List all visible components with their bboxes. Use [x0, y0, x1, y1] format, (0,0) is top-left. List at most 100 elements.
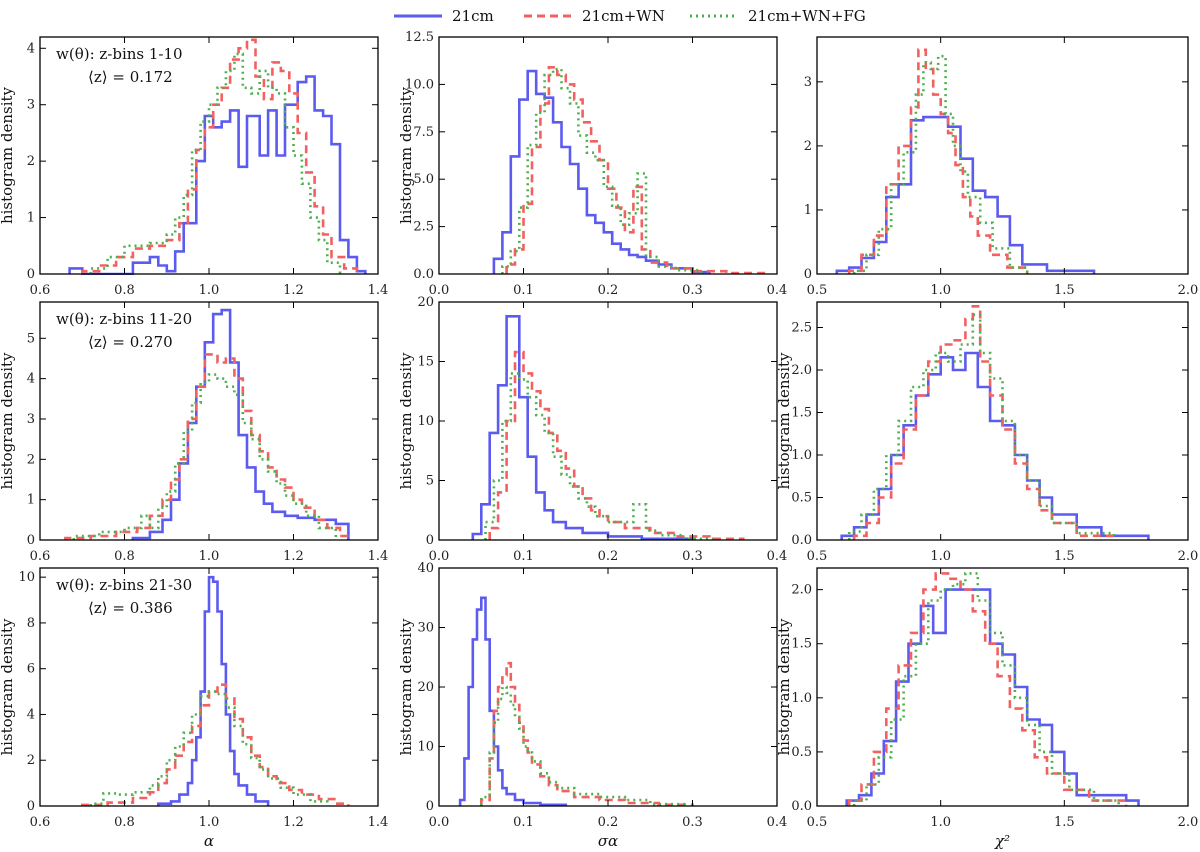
panel-r0c1-xtick-label-4: 0.4 [767, 283, 788, 298]
panel-r2c2-ytick-label-0: 0.0 [791, 799, 812, 814]
panel-r0c1: 0.0 0.1 0.2 0.3 0.4 0.0 2.5 5.0 7.5 10.0 12.5 histo… [397, 30, 787, 298]
panel-r0c1-xtick-label-3: 0.3 [682, 283, 703, 298]
panel-r1c1-series-group [471, 314, 745, 541]
panel-r1c0-series-group [64, 308, 350, 540]
panel-r1c1-series-21cm-wn [488, 350, 745, 541]
panel-r0c2-series-21cm-wn [847, 48, 1029, 274]
panel-r0c1-ytick-label-0: 0.0 [413, 267, 434, 282]
panel-r0c0-series-21cm [68, 75, 367, 275]
panel-r0c2-series-21cm-wn-fg [852, 54, 1029, 274]
panel-r2c2-xtick-label-2: 1.5 [1054, 815, 1075, 830]
panel-r0c0-ytick-label-2: 2 [27, 154, 35, 169]
panel-r2c1-ytick-label-2: 20 [417, 680, 434, 695]
panel-r2c0-series-21cm-wn [81, 683, 350, 807]
panel-r0c1-xtick-label-0: 0.0 [429, 283, 450, 298]
panel-r2c0-ytick-label-1: 2 [27, 753, 35, 768]
legend: 21cm 21cm+WN 21cm+WN+FG [394, 7, 866, 25]
panel-r1c2-xtick-label-1: 1.0 [930, 549, 951, 564]
panel-r1c1-ytick-label-2: 10 [417, 414, 434, 429]
panel-r1c0-ylabel: histogram density [0, 352, 16, 490]
panel-r2c2-ylabel: histogram density [775, 618, 793, 756]
panel-r1c0-ytick-label-1: 1 [27, 493, 35, 508]
panel-r2c0-series-group [81, 575, 350, 807]
panel-r1c0-ytick-label-2: 2 [27, 452, 35, 467]
panel-r1c0-annotation-line-2: ⟨z⟩ = 0.270 [88, 333, 173, 351]
panel-r0c0-series-21cm-wn-fg [89, 52, 342, 274]
panel-r1c1-xtick-label-1: 0.1 [513, 549, 534, 564]
panel-r1c2-ylabel: histogram density [775, 352, 793, 490]
panel-r0c2: 0.5 1.0 1.5 2.0 0 1 2 3 [804, 36, 1198, 298]
panel-r2c0-annotation-line-1: w(θ): z-bins 21-30 [56, 576, 192, 594]
panel-r2c2-ytick-label-2: 1.0 [791, 691, 812, 706]
panel-r0c2-xtick-label-1: 1.0 [930, 283, 951, 298]
panel-r2c0-ytick-label-4: 8 [27, 616, 35, 631]
panel-r0c1-ytick-label-2: 5.0 [413, 172, 434, 187]
panel-r0c1-frame [438, 36, 778, 275]
panel-r0c2-ytick-label-0: 0 [804, 267, 812, 282]
panel-r1c2-ytick-label-3: 1.5 [791, 406, 812, 421]
panel-r0c2-ytick-label-3: 3 [804, 75, 812, 90]
panel-r0c0-xtick-label-4: 1.4 [368, 283, 389, 298]
panel-r2c2-series-21cm-wn [847, 572, 1128, 806]
panel-r2c0-ylabel: histogram density [0, 618, 16, 756]
panel-r2c0-series-21cm [157, 575, 270, 806]
panel-r0c0-xtick-label-1: 0.8 [114, 283, 135, 298]
panel-r1c0-ytick-label-5: 5 [27, 331, 35, 346]
panel-r2c1-xlabel: σα [598, 832, 618, 850]
panel-r1c1-ytick-label-4: 20 [417, 295, 434, 310]
panel-r2c2-ytick-label-1: 0.5 [791, 745, 812, 760]
panel-r2c1-ytick-label-4: 40 [417, 561, 434, 576]
legend-label-21cm: 21cm [452, 7, 494, 25]
panel-r0c0-ytick-label-4: 4 [27, 41, 35, 56]
panel-r1c0-ytick-label-4: 4 [27, 372, 35, 387]
panel-r2c0-ytick-label-2: 4 [27, 707, 35, 722]
panel-r2c2-xtick-label-1: 1.0 [930, 815, 951, 830]
panel-r2c2-xlabel: χ² [994, 832, 1010, 850]
panel-r0c1-ylabel: histogram density [397, 86, 415, 224]
panel-r2c2-ytick-label-3: 1.5 [791, 637, 812, 652]
panel-r2c0-xtick-label-0: 0.6 [30, 815, 51, 830]
panel-r0c2-frame [816, 36, 1189, 275]
panel-r2c0-ytick-label-5: 10 [18, 570, 35, 585]
panel-r0c0-ytick-label-0: 0 [27, 267, 35, 282]
panel-r2c1-xtick-label-2: 0.2 [598, 815, 619, 830]
panel-r2c0: 0.6 0.8 1.0 1.2 1.4 0 2 4 6 8 10 histogram density α… [0, 567, 388, 850]
panel-r1c0-xtick-label-2: 1.0 [199, 549, 220, 564]
panel-r1c0-series-21cm [131, 308, 350, 540]
panel-r2c2-xtick-label-0: 0.5 [807, 815, 828, 830]
panel-r1c1-series-21cm [471, 314, 694, 541]
panel-r0c1-xtick-label-1: 0.1 [513, 283, 534, 298]
panel-r0c1-series-21cm-wn [505, 66, 770, 275]
panel-r1c2-series-21cm-wn [852, 304, 1116, 540]
panel-r2c1-xtick-label-0: 0.0 [429, 815, 450, 830]
panel-r2c0-series-21cm-wn-fg [89, 690, 329, 806]
panel-r2c1-ylabel: histogram density [397, 618, 415, 756]
panel-r2c1-xtick-label-1: 0.1 [513, 815, 534, 830]
panel-r1c1-xtick-label-3: 0.3 [682, 549, 703, 564]
panel-r1c2-series-21cm [840, 351, 1150, 540]
panel-r0c0-xtick-label-0: 0.6 [30, 283, 51, 298]
panel-r0c1-series-21cm [492, 69, 711, 274]
panel-r1c0-xtick-label-0: 0.6 [30, 549, 51, 564]
panel-r1c0-xtick-label-1: 0.8 [114, 549, 135, 564]
panel-r1c2-series-21cm-wn-fg [847, 313, 1116, 540]
panel-r0c0-ytick-label-3: 3 [27, 98, 35, 113]
panel-r1c0-ytick-label-0: 0 [27, 533, 35, 548]
panel-r0c0-ylabel: histogram density [0, 86, 16, 224]
panel-r0c1-ytick-label-4: 10.0 [405, 77, 434, 92]
panel-r0c2-xtick-label-0: 0.5 [807, 283, 828, 298]
panel-r1c1-xtick-label-2: 0.2 [598, 549, 619, 564]
panel-r1c1-ylabel: histogram density [397, 352, 415, 490]
panel-r1c2-ytick-label-4: 2.0 [791, 363, 812, 378]
panel-r2c1-ytick-label-0: 0 [426, 799, 434, 814]
panel-r2c1-xtick-label-4: 0.4 [767, 815, 788, 830]
panel-r2c2-series-21cm [845, 588, 1140, 806]
panel-r2c1-series-21cm-wn [479, 661, 694, 807]
panel-r2c0-xtick-label-1: 0.8 [114, 815, 135, 830]
panel-r1c0-xtick-label-4: 1.4 [368, 549, 389, 564]
panel-r0c0-annotation-line-2: ⟨z⟩ = 0.172 [88, 68, 173, 86]
panel-r0c2-xtick-label-2: 1.5 [1054, 283, 1075, 298]
panel-r1c1-series-21cm-wn-fg [484, 372, 720, 541]
